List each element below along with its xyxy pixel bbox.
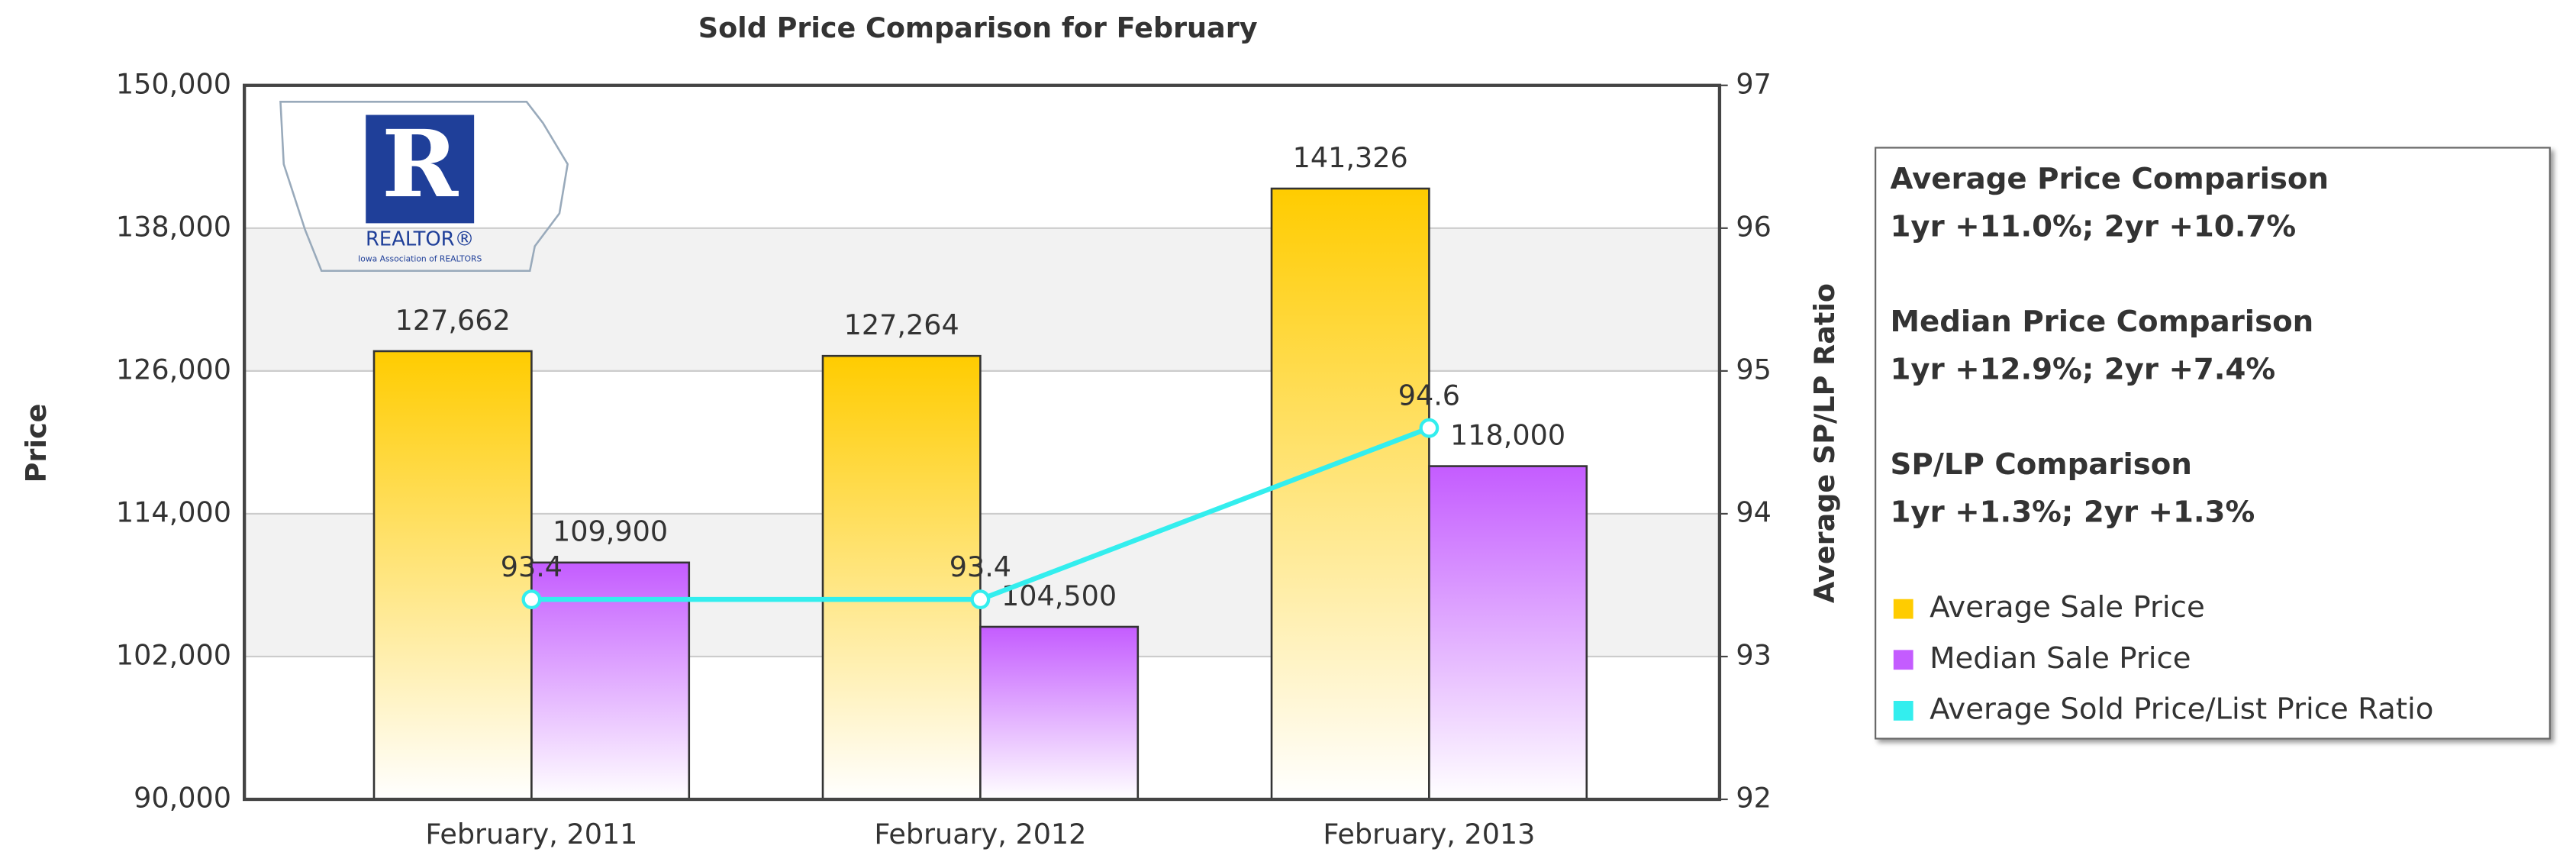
- legend-swatch: [1893, 701, 1913, 721]
- y-axis-title: Price: [20, 404, 53, 483]
- bar: [530, 561, 691, 801]
- x-tick-label: February, 2013: [1323, 818, 1535, 850]
- y2-tick-label: 92: [1736, 782, 1772, 815]
- x-tick-label: February, 2011: [425, 818, 637, 850]
- legend-heading: Average Price Comparison: [1891, 162, 2329, 196]
- y2-tick-label: 93: [1736, 638, 1772, 671]
- value-label: 109,900: [553, 515, 668, 548]
- legend-note: 1yr +1.3%; 2yr +1.3%: [1891, 495, 2255, 529]
- svg-text:R: R: [382, 111, 459, 218]
- legend-heading: SP/LP Comparison: [1891, 447, 2192, 482]
- logo-subtext: Iowa Association of REALTORS: [358, 254, 482, 264]
- bar: [821, 354, 982, 801]
- bar: [372, 350, 533, 801]
- line-point: [521, 589, 542, 610]
- legend: Average Price Comparison 1yr +11.0%; 2yr …: [1891, 162, 2434, 726]
- value-label: 93.4: [949, 550, 1011, 583]
- x-tick-label: February, 2012: [874, 818, 1086, 850]
- line-point: [1419, 418, 1440, 438]
- value-label: 127,662: [395, 304, 511, 337]
- y2-axis-title: Average SP/LP Ratio: [1808, 283, 1841, 603]
- y-tick-label: 126,000: [116, 353, 231, 386]
- value-label: 94.6: [1398, 379, 1460, 412]
- bar: [1428, 465, 1588, 801]
- logo-text: REALTOR®: [366, 228, 474, 250]
- y2-tick-label: 94: [1736, 495, 1772, 528]
- y2-tick-label: 97: [1736, 67, 1772, 100]
- grid-band: [244, 228, 1720, 371]
- y-tick-label: 150,000: [116, 67, 231, 100]
- legend-label: Average Sale Price: [1930, 590, 2205, 625]
- value-label: 93.4: [501, 550, 563, 583]
- legend-label: Median Sale Price: [1930, 641, 2191, 676]
- line-point: [970, 589, 991, 610]
- y2-tick-label: 95: [1736, 353, 1772, 386]
- legend-label: Average Sold Price/List Price Ratio: [1930, 692, 2433, 726]
- value-label: 118,000: [1450, 418, 1565, 451]
- value-label: 127,264: [844, 308, 959, 341]
- legend-swatch: [1893, 650, 1913, 670]
- y-tick-label: 138,000: [116, 210, 231, 243]
- marks: 127,662 127,264141,326109,900104,500118,0…: [372, 141, 1588, 801]
- bar: [979, 625, 1140, 801]
- legend-box: [1875, 147, 2551, 740]
- y-tick-label: 90,000: [134, 782, 231, 815]
- value-label: 141,326: [1293, 141, 1408, 174]
- logo: R REALTOR® Iowa Association of REALTORS: [279, 101, 569, 273]
- legend-note: 1yr +11.0%; 2yr +10.7%: [1891, 209, 2297, 244]
- chart-title: Sold Price Comparison for February: [698, 11, 1258, 44]
- plot-border: [243, 83, 1722, 802]
- bar: [1270, 187, 1430, 801]
- y-tick-label: 102,000: [116, 638, 231, 671]
- legend-heading: Median Price Comparison: [1891, 305, 2314, 339]
- legend-note: 1yr +12.9%; 2yr +7.4%: [1891, 352, 2276, 386]
- y2-tick-label: 96: [1736, 210, 1772, 243]
- legend-swatch: [1893, 599, 1913, 619]
- y-tick-label: 114,000: [116, 495, 231, 528]
